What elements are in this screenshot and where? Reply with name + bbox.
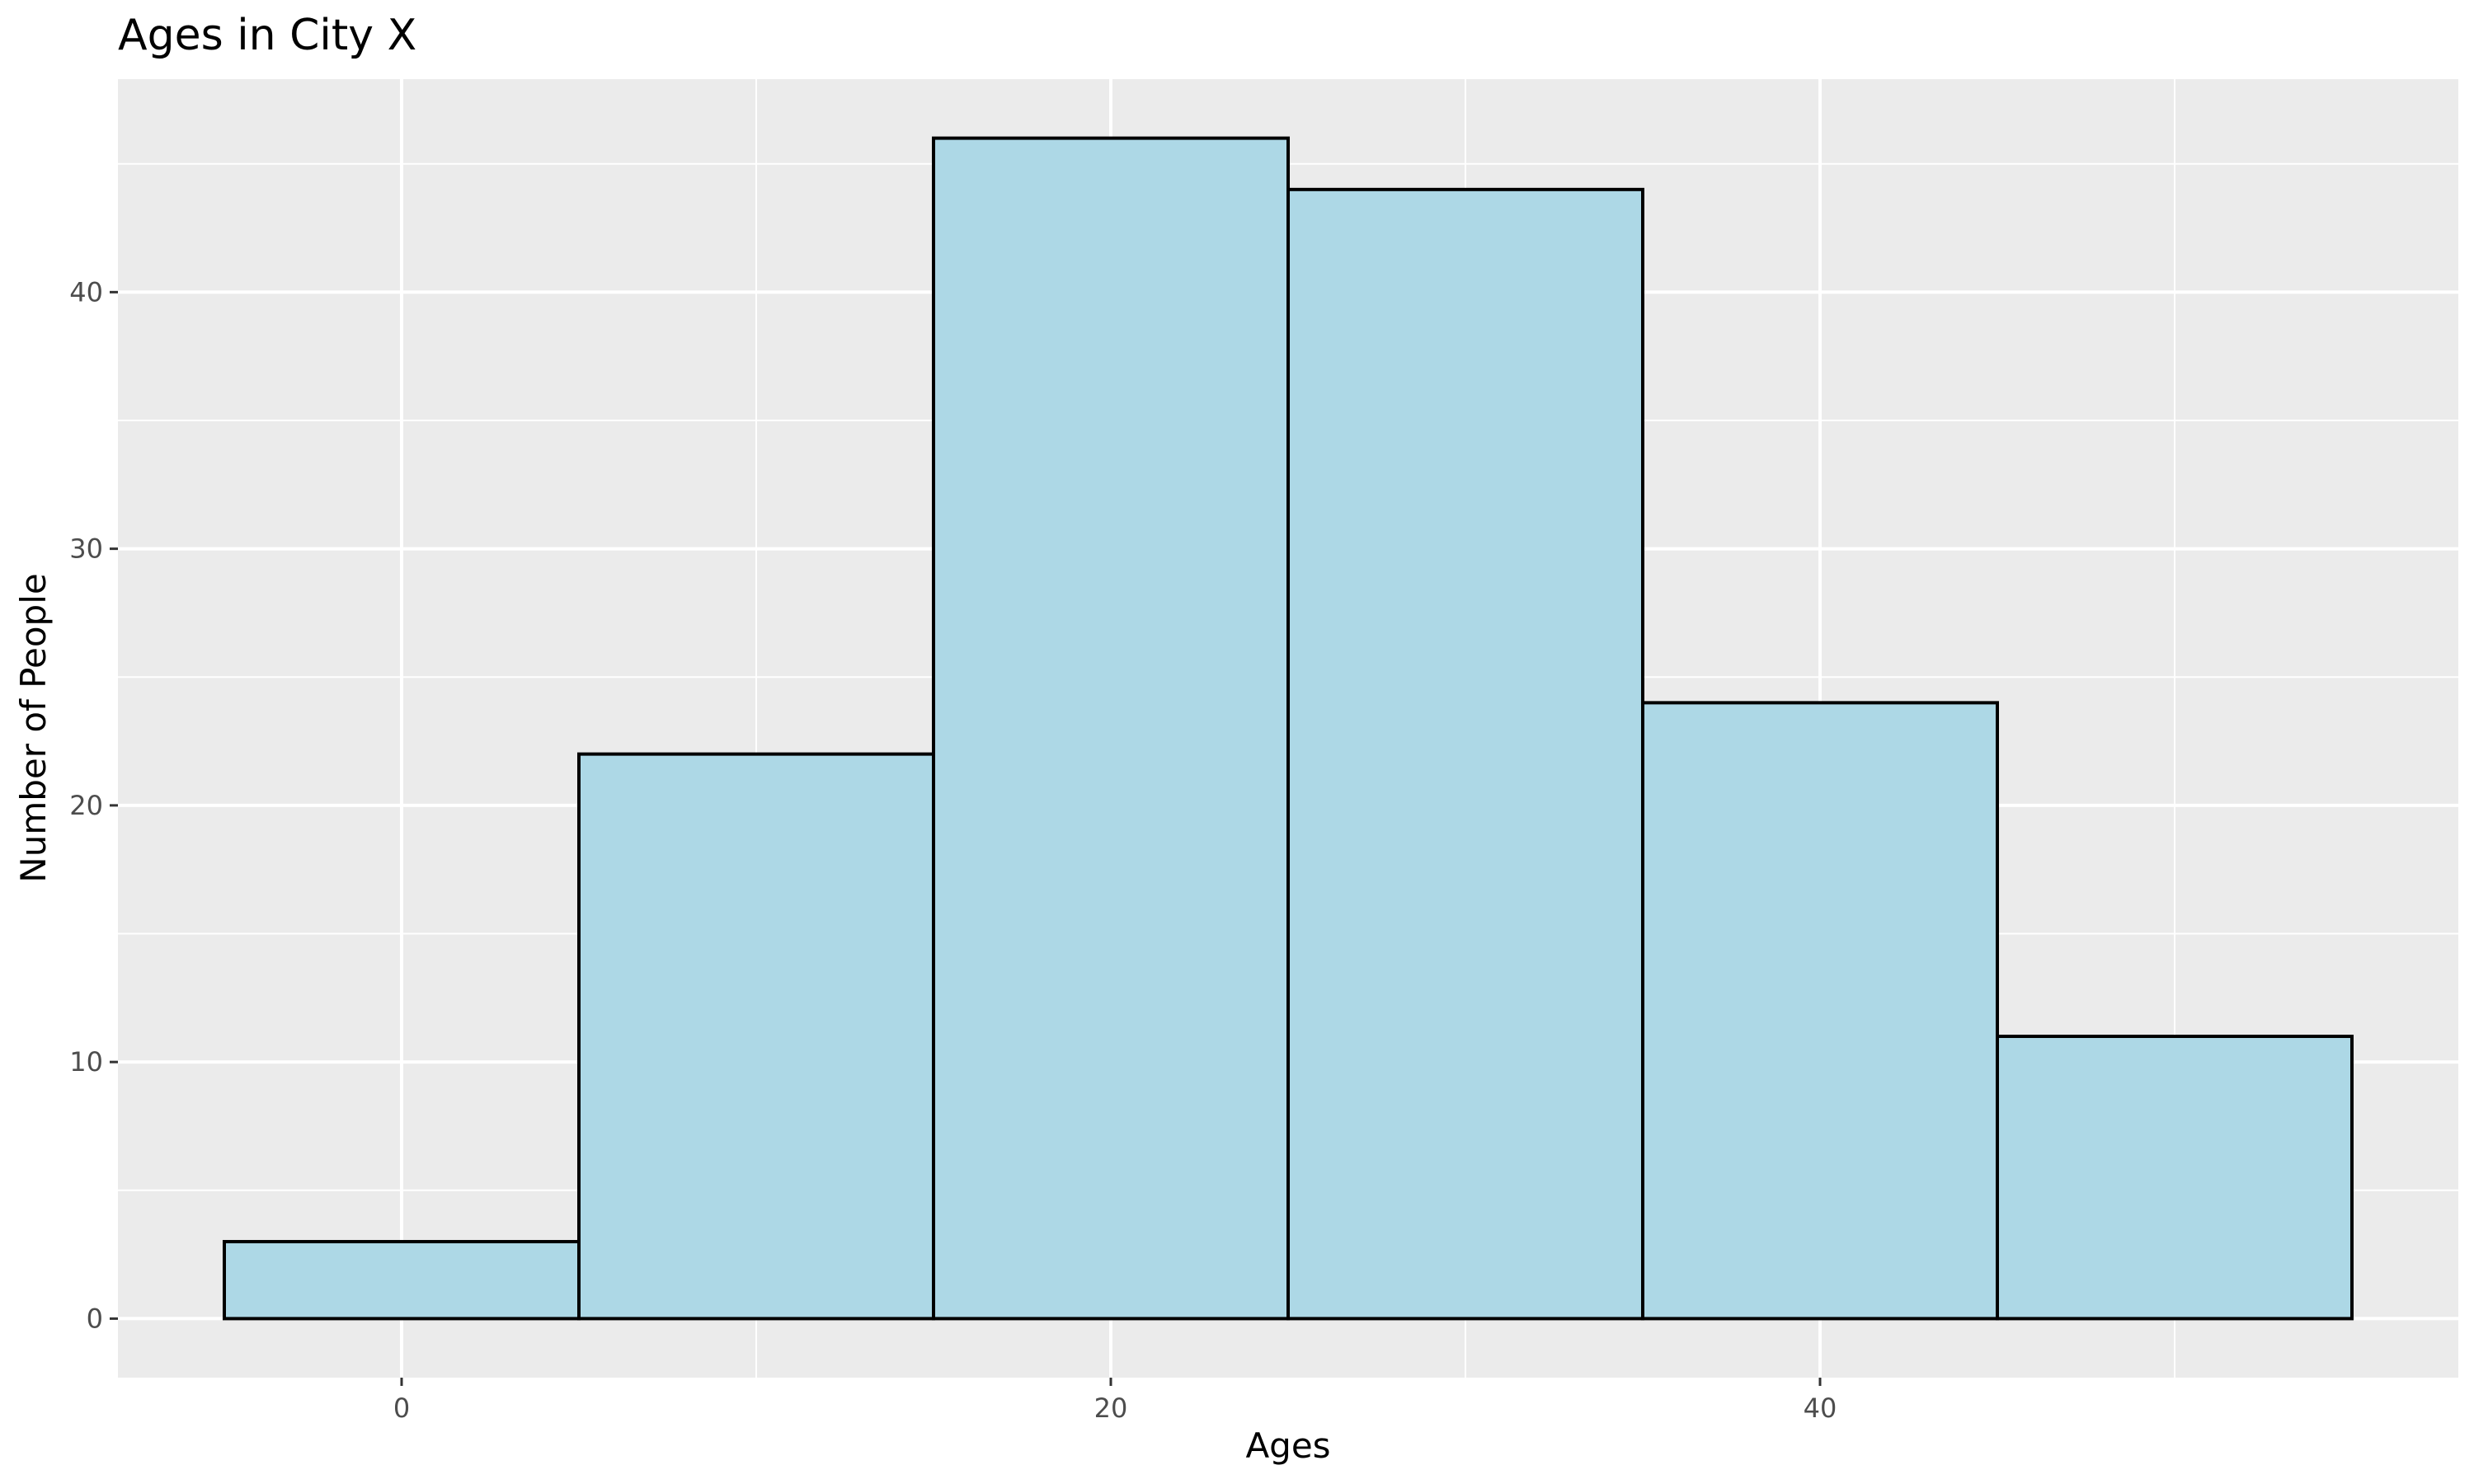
x-axis: 0 20 40: [393, 1378, 1837, 1424]
y-tick-label: 30: [69, 533, 103, 565]
x-tick-label: 20: [1094, 1392, 1128, 1424]
y-tick-label: 0: [87, 1303, 103, 1334]
y-axis: 0 10 20 30 40: [69, 276, 118, 1334]
x-tick-label: 0: [393, 1392, 410, 1424]
y-tick-label: 40: [69, 276, 103, 308]
histogram-bar: [932, 136, 1290, 1321]
x-axis-title: Ages: [1245, 1425, 1330, 1466]
histogram-bar: [577, 752, 935, 1321]
x-tick-label: 40: [1804, 1392, 1837, 1424]
histogram-bar: [1996, 1035, 2354, 1321]
histogram-bars: [223, 136, 2354, 1321]
histogram-bar: [1641, 701, 1999, 1321]
y-axis-title: Number of People: [13, 573, 54, 882]
chart-title: Ages in City X: [118, 11, 416, 60]
y-tick-label: 20: [69, 790, 103, 821]
y-tick-label: 10: [69, 1046, 103, 1078]
histogram-bar: [1286, 187, 1644, 1321]
histogram-bar: [223, 1240, 581, 1321]
